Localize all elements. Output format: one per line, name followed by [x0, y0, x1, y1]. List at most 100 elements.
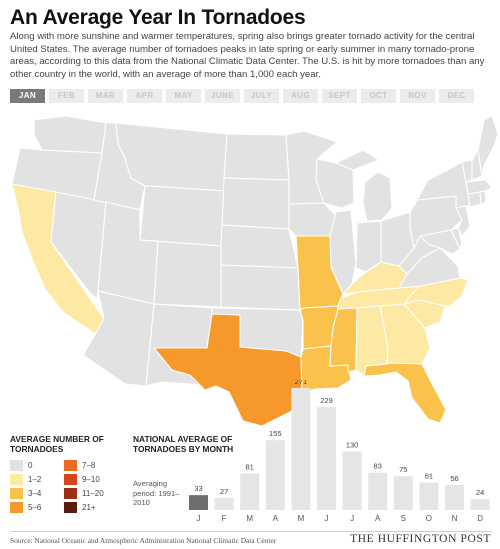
legend-label: 7–8 — [82, 461, 96, 470]
page-title: An Average Year In Tornadoes — [10, 6, 306, 29]
month-tick-label: J — [197, 514, 201, 523]
month-tick-label: N — [452, 514, 458, 523]
state-texas[interactable] — [153, 313, 303, 426]
bar-value-label: 155 — [269, 429, 282, 438]
month-tick-label: D — [477, 514, 483, 523]
bar-value-label: 24 — [476, 488, 484, 497]
legend-title: AVERAGE NUMBER OF TORNADOES — [10, 434, 104, 454]
bar-value-label: 56 — [450, 474, 458, 483]
month-tick-label: S — [401, 514, 406, 523]
bar-1[interactable] — [214, 497, 234, 510]
tab-june[interactable]: JUNE — [205, 89, 240, 103]
legend-item: 7–8 — [64, 460, 114, 471]
averaging-period-note: Averaging period: 1991–2010 — [133, 479, 180, 507]
bar-value-label: 229 — [320, 396, 333, 405]
legend-swatch — [10, 488, 23, 499]
bar-4[interactable] — [291, 388, 311, 510]
bar-11[interactable] — [470, 499, 490, 510]
state-florida[interactable] — [363, 362, 447, 424]
state-iowa[interactable] — [288, 202, 337, 237]
bar-value-label: 130 — [346, 440, 359, 449]
footer-divider — [10, 531, 492, 532]
tab-feb[interactable]: FEB — [49, 89, 84, 103]
intro-paragraph: Along with more sunshine and warmer temp… — [10, 31, 485, 80]
tab-apr[interactable]: APR — [127, 89, 162, 103]
legend-swatch — [10, 460, 23, 471]
legend-label: 21+ — [82, 503, 96, 512]
tab-aug[interactable]: AUG — [283, 89, 318, 103]
tab-may[interactable]: MAY — [166, 89, 201, 103]
legend-label: 1–2 — [28, 475, 42, 484]
legend-item: 11–20 — [64, 488, 114, 499]
legend-item: 21+ — [64, 502, 114, 513]
tab-dec[interactable]: DEC — [439, 89, 474, 103]
bar-3[interactable] — [265, 440, 285, 510]
publisher-logo: THE HUFFINGTON POST — [350, 533, 491, 545]
legend-item: 3–4 — [10, 488, 60, 499]
month-tabs: JAN FEB MAR APR MAY JUNE JULY AUG SEPT O… — [10, 89, 474, 103]
bar-value-label: 83 — [374, 462, 382, 471]
month-tick-label: J — [350, 514, 354, 523]
legend-item: 9–10 — [64, 474, 114, 485]
month-tick-label: J — [325, 514, 329, 523]
source-credit: Source: National Oceanic and Atmospheric… — [10, 536, 277, 545]
chart-title: NATIONAL AVERAGE OF TORNADOES BY MONTH — [133, 434, 234, 454]
month-tick-label: M — [298, 514, 305, 523]
state-north-carolina[interactable] — [403, 277, 469, 307]
state-south-dakota[interactable] — [221, 177, 290, 230]
bar-0[interactable] — [189, 495, 208, 510]
tab-sept[interactable]: SEPT — [322, 89, 357, 103]
legend: AVERAGE NUMBER OF TORNADOES 0 7–8 1–2 9–… — [10, 434, 115, 513]
bar-value-label: 33 — [194, 484, 202, 493]
tab-nov[interactable]: NOV — [400, 89, 435, 103]
monthly-bar-chart: 33 J 27 F 81 M 155 A 271 M 229 J 130 J 83 A 75 S 61 O 56 N 24 D — [189, 380, 490, 523]
state-wyoming[interactable] — [139, 185, 225, 247]
legend-swatch — [10, 474, 23, 485]
bar-value-label: 61 — [425, 472, 433, 481]
legend-label: 5–6 — [28, 503, 42, 512]
state-colorado[interactable] — [139, 239, 222, 308]
month-tick-label: O — [426, 514, 432, 523]
tab-july[interactable]: JULY — [244, 89, 279, 103]
bar-7[interactable] — [368, 472, 388, 510]
legend-label: 9–10 — [82, 475, 100, 484]
bar-value-label: 27 — [220, 487, 228, 496]
state-maine[interactable] — [477, 115, 499, 177]
legend-label: 0 — [28, 461, 33, 470]
month-tick-label: A — [375, 514, 381, 523]
bar-6[interactable] — [342, 451, 362, 510]
state-rhode-island[interactable] — [479, 190, 487, 205]
state-connecticut[interactable] — [467, 191, 482, 208]
legend-swatch — [64, 502, 77, 513]
bar-value-label: 271 — [295, 380, 308, 386]
legend-label: 3–4 — [28, 489, 42, 498]
state-massachusetts[interactable] — [465, 179, 493, 195]
legend-swatch — [64, 460, 77, 471]
tab-oct[interactable]: OCT — [361, 89, 396, 103]
state-north-dakota[interactable] — [223, 133, 290, 181]
state-michigan[interactable] — [335, 149, 393, 222]
tab-mar[interactable]: MAR — [88, 89, 123, 103]
state-washington[interactable] — [33, 115, 107, 154]
bar-10[interactable] — [445, 484, 464, 510]
month-tick-label: A — [273, 514, 279, 523]
state-kansas[interactable] — [220, 264, 301, 311]
legend-swatch — [64, 488, 77, 499]
bar-8[interactable] — [393, 476, 413, 510]
bar-2[interactable] — [240, 473, 260, 510]
bar-5[interactable] — [317, 406, 336, 510]
bar-value-label: 75 — [399, 465, 407, 474]
legend-label: 11–20 — [82, 489, 104, 498]
state-delaware[interactable] — [450, 227, 463, 250]
us-tornado-map — [11, 115, 499, 426]
bar-9[interactable] — [419, 482, 439, 510]
state-nebraska[interactable] — [220, 224, 299, 269]
bar-value-label: 81 — [246, 463, 254, 472]
legend-swatch — [10, 502, 23, 513]
tab-jan[interactable]: JAN — [10, 89, 45, 103]
month-tick-label: F — [222, 514, 227, 523]
legend-swatch — [64, 474, 77, 485]
month-tick-label: M — [246, 514, 253, 523]
legend-item: 1–2 — [10, 474, 60, 485]
legend-item: 5–6 — [10, 502, 60, 513]
